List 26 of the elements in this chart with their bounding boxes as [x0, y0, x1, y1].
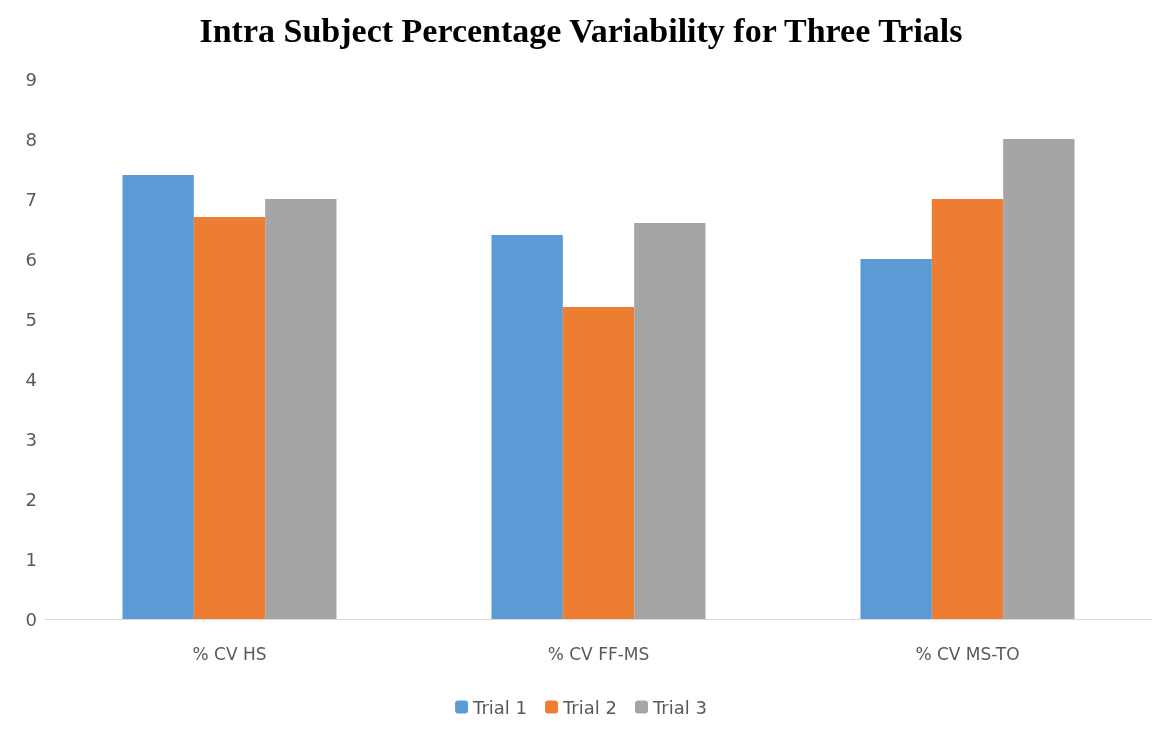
x-tick-label: % CV MS-TO	[915, 643, 1020, 664]
bar	[491, 235, 563, 619]
bar	[265, 199, 337, 619]
y-tick-label: 1	[25, 548, 37, 570]
bar	[562, 307, 635, 619]
bar	[634, 223, 706, 619]
legend-label: Trial 1	[472, 696, 528, 718]
y-tick-label: 6	[25, 248, 37, 270]
y-tick-label: 0	[25, 608, 37, 630]
x-tick-label: % CV FF-MS	[547, 643, 650, 664]
bar	[931, 199, 1004, 619]
y-tick-label: 3	[25, 428, 37, 450]
bar	[122, 175, 194, 619]
y-tick-label: 5	[25, 308, 37, 330]
chart-title: Intra Subject Percentage Variability for Three Trials	[199, 11, 963, 49]
y-tick-label: 8	[25, 128, 37, 150]
legend-label: Trial 2	[562, 696, 617, 718]
y-tick-label: 9	[25, 68, 37, 90]
y-tick-label: 7	[25, 188, 37, 210]
legend-label: Trial 3	[651, 696, 707, 718]
bar	[1003, 139, 1075, 619]
bar	[860, 259, 932, 619]
x-tick-label: % CV HS	[192, 643, 267, 664]
bar	[193, 217, 266, 619]
y-tick-label: 2	[25, 488, 37, 510]
y-tick-label: 4	[25, 368, 37, 390]
